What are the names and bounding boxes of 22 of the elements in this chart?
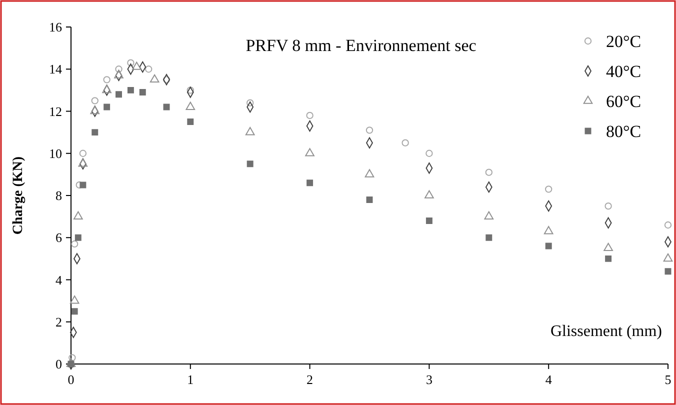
y-tick-label: 6 [56,230,62,246]
x-tick-label: 5 [664,372,672,387]
y-tick-label: 2 [56,314,62,330]
y-axis-title: Charge (KN) [11,156,26,235]
y-tick-label: 0 [56,356,62,372]
y-tick-label: 4 [56,272,62,288]
text: PRFV 8 mm - Environnement sec [246,36,477,55]
legend-label: 80°C [606,122,642,141]
legend-label: 60°C [606,92,642,111]
x-tick-label: 2 [306,372,314,387]
x-tick-label: 4 [545,372,552,387]
y-tick-label: 10 [49,146,62,161]
legend-label: 40°C [606,62,642,81]
y-tick-label: 16 [49,20,62,34]
x-tick-label: 1 [187,372,194,387]
y-tick-label: 12 [49,104,62,119]
y-tick-label: 8 [56,188,62,203]
x-tick-label: 3 [426,372,432,387]
y-tick-label: 14 [49,62,62,77]
x-axis-title: Glissement (mm) [550,323,662,340]
legend-label: 20°C [606,32,642,51]
x-tick-label: 0 [68,372,74,387]
